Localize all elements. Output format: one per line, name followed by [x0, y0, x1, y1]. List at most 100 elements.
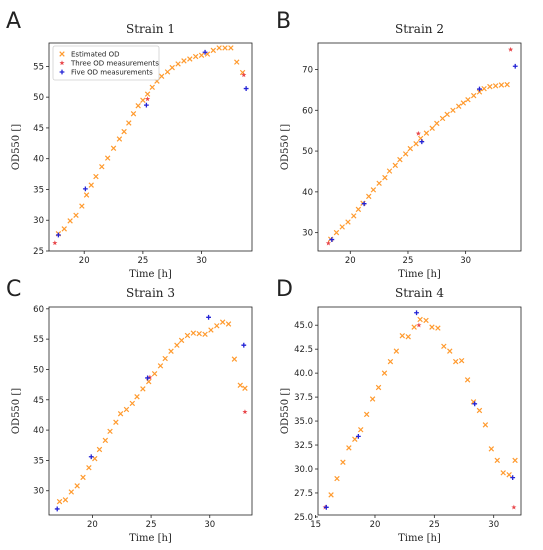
chart-title: Strain 3 [126, 286, 175, 300]
estimated-od-point [435, 325, 441, 331]
x-tick-label: 30 [488, 520, 499, 530]
y-tick-label: 30 [33, 487, 44, 497]
estimated-od-point [168, 348, 174, 354]
estimated-od-point [369, 396, 376, 402]
five-od-point [206, 314, 211, 320]
estimated-od-point [83, 192, 90, 198]
series-estimated-od [56, 319, 248, 505]
estimated-od-point [397, 156, 403, 163]
y-tick-label: 50 [302, 147, 313, 157]
estimated-od-point [157, 363, 164, 369]
y-tick-label: 45.0 [294, 321, 313, 331]
estimated-od-point [104, 155, 111, 161]
estimated-od-point [460, 100, 467, 106]
estimated-od-point [242, 385, 248, 391]
legend-label-three: Three OD measurements [70, 60, 159, 68]
three-od-point [415, 130, 421, 136]
three-od-point [147, 374, 153, 380]
estimated-od-point [56, 498, 63, 505]
estimated-od-point [376, 180, 382, 187]
estimated-od-point [512, 457, 518, 464]
legend-box [52, 45, 160, 81]
estimated-od-point [96, 446, 103, 453]
estimated-od-point [99, 163, 105, 170]
y-tick-label: 37.5 [294, 393, 313, 403]
chart-title: Strain 2 [395, 22, 444, 36]
estimated-od-point [225, 321, 232, 327]
estimated-od-point [219, 319, 226, 325]
plot-frame [317, 42, 522, 252]
estimated-od-point [198, 52, 205, 59]
estimated-od-point [149, 84, 155, 91]
y-tick-label: 40 [33, 426, 44, 436]
estimated-od-point [447, 348, 453, 354]
estimated-od-point [402, 151, 409, 157]
estimated-od-point [187, 56, 193, 62]
five-od-point [510, 475, 516, 481]
y-tick-label: 45 [33, 124, 44, 134]
estimated-od-point [339, 224, 345, 230]
estimated-od-point [370, 187, 377, 193]
series-three-od [147, 374, 248, 415]
y-axis-label: OD550 [] [280, 388, 291, 434]
estimated-od-point [130, 111, 137, 117]
estimated-od-point [346, 445, 352, 451]
x-tick-label: 30 [196, 256, 207, 266]
estimated-od-point [110, 145, 117, 151]
plot-frame [48, 42, 253, 252]
estimated-od-point [375, 384, 382, 391]
estimated-od-point [93, 173, 99, 180]
three-od-point [416, 322, 422, 328]
estimated-od-point [117, 411, 124, 417]
three-od-point [508, 46, 514, 52]
estimated-od-point [196, 330, 202, 337]
series-five-od [54, 314, 247, 512]
x-tick-label: 20 [79, 256, 90, 266]
panel-letter: B [276, 9, 291, 34]
x-tick-label: 30 [204, 520, 215, 530]
y-tick-label: 25 [33, 247, 44, 257]
three-od-point [145, 96, 151, 102]
three-od-point [52, 240, 58, 246]
estimated-od-point [222, 45, 228, 51]
estimated-od-point [498, 82, 505, 88]
estimated-od-point [214, 323, 220, 329]
estimated-od-point [439, 115, 446, 122]
y-tick-label: 45 [33, 396, 44, 406]
estimated-od-point [465, 96, 471, 103]
estimated-od-point [86, 464, 92, 471]
estimated-od-point [351, 213, 357, 219]
series-five-od [55, 49, 249, 238]
x-axis-label: Time [h] [398, 533, 441, 544]
estimated-od-point [181, 58, 187, 64]
estimated-od-point [234, 59, 240, 65]
panel-d: D Strain 4 15 20 25 30 25.0 27.5 30.0 32.5 35.0 37.… [276, 277, 522, 544]
estimated-od-point [387, 358, 394, 365]
y-tick-label: 27.5 [294, 489, 313, 499]
five-od-point [419, 139, 425, 145]
estimated-od-point [88, 182, 94, 188]
estimated-od-point [366, 193, 372, 200]
plot-frame [317, 306, 522, 516]
five-od-point [54, 506, 60, 512]
five-od-point [82, 186, 88, 192]
estimated-od-point [429, 324, 435, 330]
x-tick-label: 20 [87, 520, 98, 530]
estimated-od-point [488, 446, 495, 452]
legend-label-five: Five OD measurements [71, 69, 153, 77]
estimated-od-point [393, 348, 400, 354]
y-axis-label: OD550 [] [11, 388, 22, 434]
five-od-point [355, 434, 361, 439]
five-od-point [145, 375, 150, 381]
y-tick-label: 30 [302, 229, 313, 239]
y-tick-label: 50 [33, 93, 44, 103]
estimated-od-point [184, 332, 191, 339]
estimated-od-point [411, 324, 417, 330]
estimated-od-point [481, 85, 487, 92]
estimated-od-point [162, 355, 168, 362]
estimated-od-point [345, 219, 351, 225]
estimated-od-point [464, 377, 471, 383]
x-tick-label: 15 [310, 520, 321, 530]
estimated-od-point [504, 81, 510, 88]
estimated-od-point [450, 107, 456, 114]
